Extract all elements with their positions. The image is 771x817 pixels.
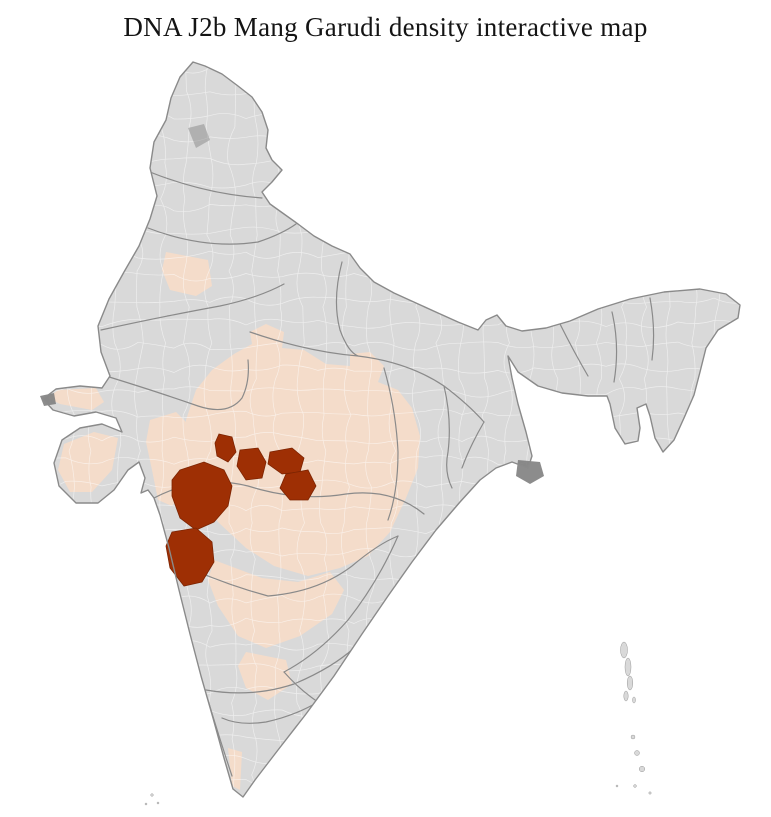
district-boundary-line: [30, 594, 771, 604]
district-boundary-line: [30, 686, 771, 697]
state-border-line: [101, 284, 284, 330]
island[interactable]: [633, 784, 637, 788]
low-density-district[interactable]: [186, 324, 420, 576]
island[interactable]: [144, 802, 148, 806]
district-boundary-line: [549, 55, 558, 817]
state-border-line: [612, 312, 617, 382]
district-boundary-line: [710, 55, 720, 817]
district-boundary-line: [526, 55, 536, 817]
island[interactable]: [620, 641, 628, 659]
district-boundary-line: [30, 296, 771, 305]
district-boundary-line: [30, 156, 771, 166]
dark-district[interactable]: [188, 124, 210, 148]
state-border-line: [206, 648, 354, 693]
island[interactable]: [624, 657, 632, 677]
district-boundary-line: [30, 733, 771, 741]
state-border-line: [284, 536, 398, 672]
district-boundary-line: [30, 409, 771, 418]
district-boundary-line: [30, 180, 771, 190]
low-density-district[interactable]: [162, 252, 212, 296]
island[interactable]: [615, 784, 619, 788]
district-boundary-line: [30, 226, 771, 237]
state-border-line: [150, 172, 262, 198]
district-boundary-line: [30, 89, 771, 97]
state-border-line: [444, 386, 452, 488]
state-border-line: [222, 672, 318, 723]
state-border-line: [384, 368, 398, 520]
high-density-district[interactable]: [166, 528, 214, 586]
islands: [144, 641, 652, 806]
district-boundary-line: [596, 55, 605, 817]
island[interactable]: [626, 675, 634, 691]
district-boundary-line: [30, 663, 771, 672]
district-boundary-line: [30, 617, 771, 627]
island[interactable]: [638, 765, 646, 773]
district-boundary-line: [30, 65, 771, 75]
island[interactable]: [634, 750, 640, 756]
island[interactable]: [623, 690, 629, 702]
island[interactable]: [630, 734, 636, 740]
state-border-line: [650, 298, 654, 360]
district-boundary-line: [735, 55, 743, 817]
state-border-line: [560, 324, 588, 376]
island[interactable]: [150, 793, 154, 797]
district-boundary-line: [30, 710, 771, 719]
district-boundary-line: [30, 342, 771, 350]
district-boundary-line: [43, 55, 52, 817]
dark-district[interactable]: [40, 393, 56, 406]
district-boundary-line: [30, 112, 771, 120]
district-boundary-line: [30, 640, 771, 650]
high-density-district[interactable]: [280, 470, 316, 500]
district-boundary-line: [30, 387, 771, 397]
island[interactable]: [156, 801, 160, 805]
district-boundary-line: [687, 55, 697, 817]
state-border-line: [336, 262, 358, 356]
district-boundary-line: [641, 55, 650, 817]
island[interactable]: [648, 791, 652, 795]
district-boundary-line: [30, 778, 771, 788]
low-density-district[interactable]: [58, 432, 118, 492]
district-boundary-line: [30, 203, 771, 213]
high-density-regions: [166, 434, 316, 586]
district-boundary-line: [30, 801, 771, 810]
district-boundary-line: [30, 317, 771, 328]
district-boundary-line: [30, 755, 771, 765]
state-border-line: [106, 360, 248, 410]
state-border-line: [250, 332, 484, 422]
high-density-district[interactable]: [237, 448, 266, 480]
low-density-district[interactable]: [208, 560, 344, 648]
island[interactable]: [632, 696, 636, 704]
district-boundary-line: [571, 55, 580, 817]
state-border-line: [462, 422, 484, 468]
high-density-district[interactable]: [172, 462, 232, 530]
page-title: DNA J2b Mang Garudi density interactive …: [123, 12, 648, 42]
state-border-line: [163, 536, 398, 596]
district-boundary-line: [30, 135, 771, 144]
district-boundary-line: [30, 432, 771, 443]
state-border-line: [148, 224, 296, 244]
high-density-district[interactable]: [215, 434, 236, 462]
